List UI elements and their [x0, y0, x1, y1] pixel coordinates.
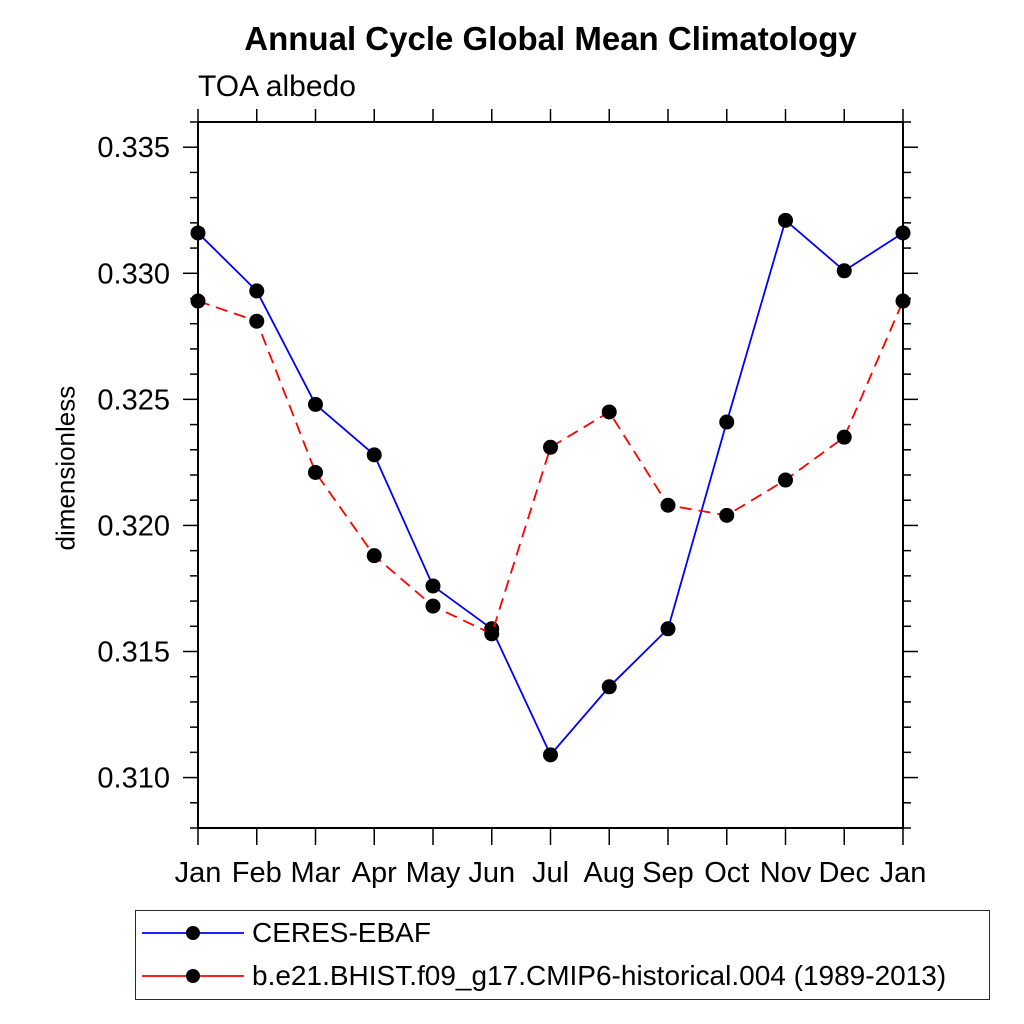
data-point-marker [190, 225, 206, 241]
legend-line-sample-dashed [142, 969, 244, 983]
data-point-marker [484, 626, 500, 642]
data-point-marker [543, 439, 558, 455]
data-point-marker [366, 548, 382, 564]
data-point-marker [308, 464, 323, 480]
x-tick-label: Nov [760, 857, 812, 889]
series-line-1 [197, 300, 904, 636]
x-tick-label: Mar [291, 857, 341, 889]
data-point-marker [660, 621, 676, 637]
data-point-marker [895, 293, 911, 309]
data-point-marker [778, 212, 793, 228]
legend-label-observation: CERES-EBAF [252, 917, 431, 948]
data-point-marker [778, 472, 793, 488]
data-point-marker [190, 293, 206, 309]
y-tick-label: 0.335 [97, 132, 170, 164]
data-point-marker [249, 283, 265, 299]
x-tick-label: Apr [352, 857, 397, 889]
data-point-marker [543, 747, 558, 763]
data-point-marker [836, 429, 852, 445]
legend-marker-dot [186, 926, 200, 940]
x-tick-label: Jan [175, 857, 222, 889]
data-point-marker [366, 447, 382, 463]
data-point-marker [719, 414, 735, 430]
x-tick-label: Jan [880, 857, 927, 889]
data-point-marker [836, 263, 852, 279]
x-tick-label: Jul [532, 857, 569, 889]
chart-subtitle: TOA albedo [198, 70, 356, 103]
y-tick-label: 0.325 [97, 384, 170, 416]
data-point-marker [425, 578, 441, 594]
x-tick-label: Jun [468, 857, 515, 889]
y-tick-label: 0.320 [97, 510, 170, 542]
y-tick-label: 0.315 [97, 637, 170, 669]
x-tick-label: Sep [642, 857, 694, 889]
legend-marker-dot [186, 969, 200, 983]
legend-item-model: b.e21.BHIST.f09_g17.CMIP6-historical.004… [140, 960, 947, 991]
legend-item-ceres-ebaf: CERES-EBAF [140, 917, 431, 948]
legend: CERES-EBAF b.e21.BHIST.f09_g17.CMIP6-his… [135, 910, 990, 1000]
data-point-marker [308, 396, 323, 412]
y-tick-label: 0.310 [97, 763, 170, 795]
data-point-marker [249, 313, 265, 329]
x-tick-label: Oct [704, 857, 749, 889]
data-point-marker [601, 404, 617, 420]
data-point-marker [895, 225, 911, 241]
data-point-marker [601, 679, 617, 695]
data-point-marker [719, 507, 735, 523]
x-tick-label: Feb [232, 857, 282, 889]
data-point-marker [660, 497, 676, 513]
x-tick-label: Aug [583, 857, 635, 889]
chart-title: Annual Cycle Global Mean Climatology [244, 20, 857, 57]
legend-label-model: b.e21.BHIST.f09_g17.CMIP6-historical.004… [252, 960, 947, 991]
y-tick-label: 0.330 [97, 258, 170, 290]
series-line-0 [197, 218, 904, 757]
plot-frame [197, 121, 904, 829]
data-point-marker [425, 598, 441, 614]
legend-line-sample-solid [142, 926, 244, 940]
x-tick-label: Dec [818, 857, 870, 889]
x-tick-label: May [406, 857, 461, 889]
